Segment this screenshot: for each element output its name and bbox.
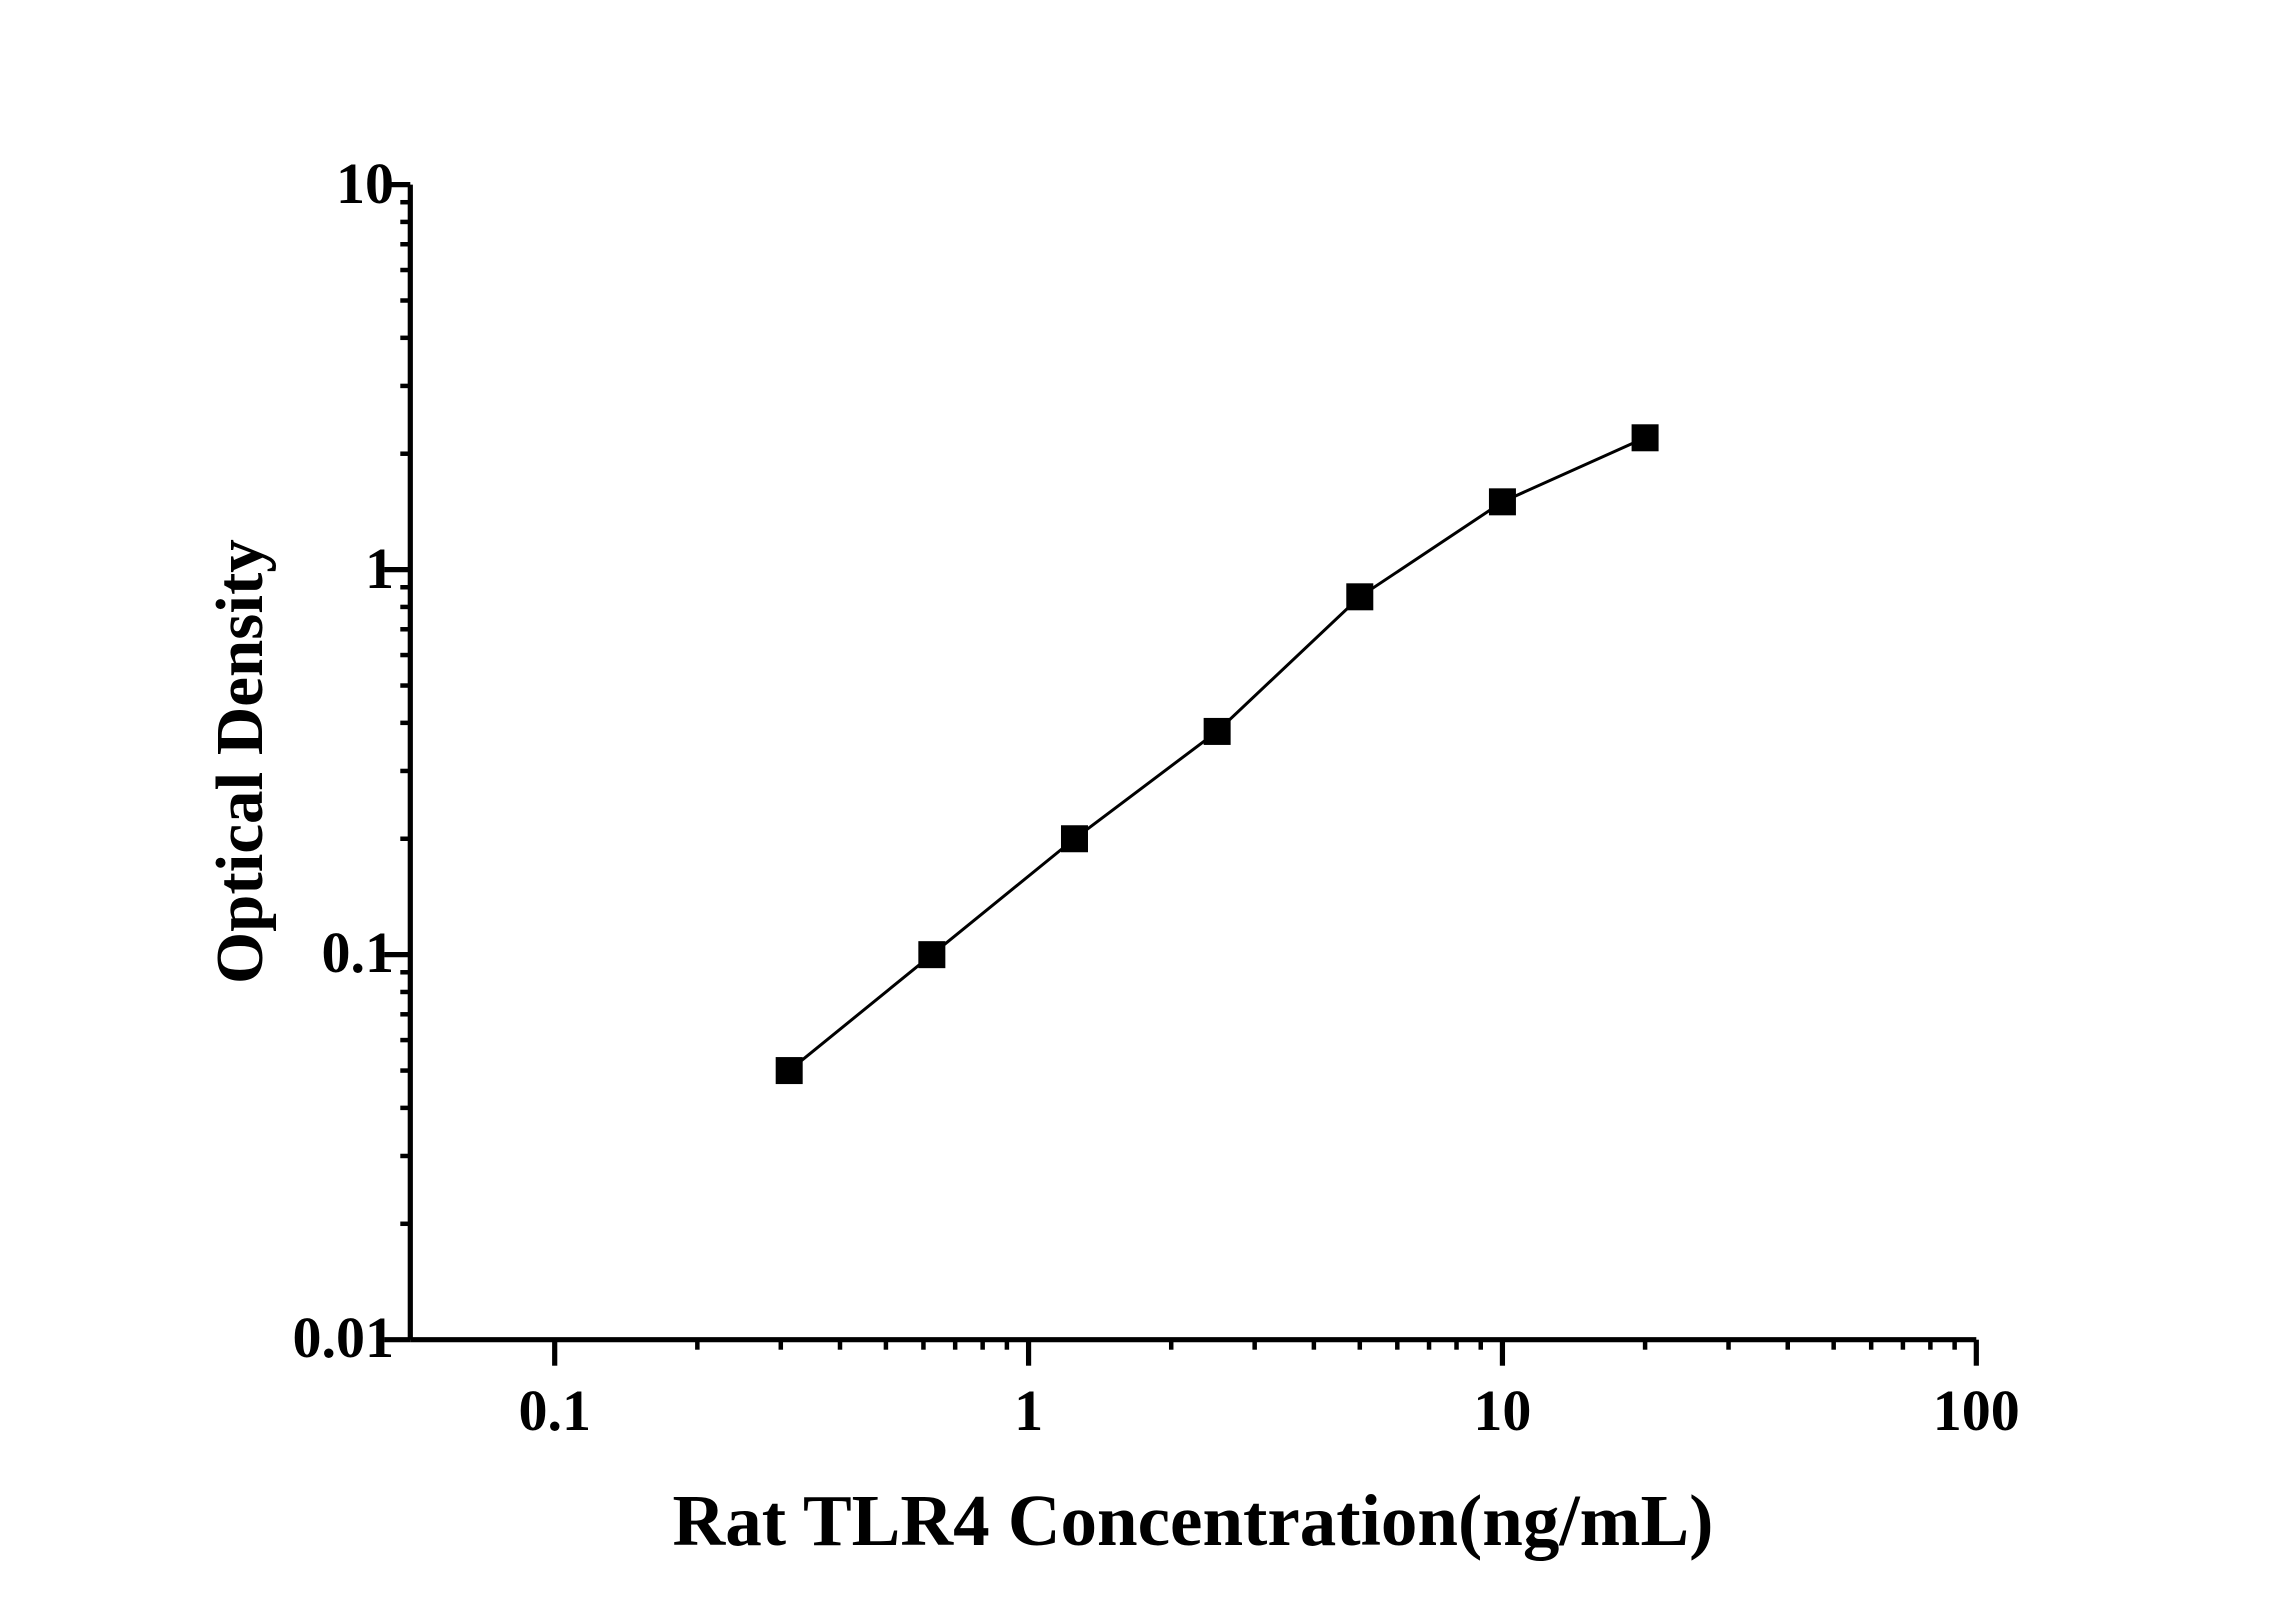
svg-text:100: 100 [1933, 1378, 2020, 1443]
svg-text:0.1: 0.1 [518, 1378, 591, 1443]
svg-text:Rat TLR4 Concentration(ng/mL): Rat TLR4 Concentration(ng/mL) [673, 1480, 1714, 1561]
svg-text:0.1: 0.1 [322, 920, 395, 985]
svg-text:0.01: 0.01 [293, 1305, 395, 1370]
svg-text:Optical Density: Optical Density [203, 539, 277, 984]
svg-text:1: 1 [1014, 1378, 1043, 1443]
svg-text:10: 10 [336, 151, 394, 216]
svg-text:1: 1 [365, 536, 394, 601]
svg-text:10: 10 [1473, 1378, 1531, 1443]
